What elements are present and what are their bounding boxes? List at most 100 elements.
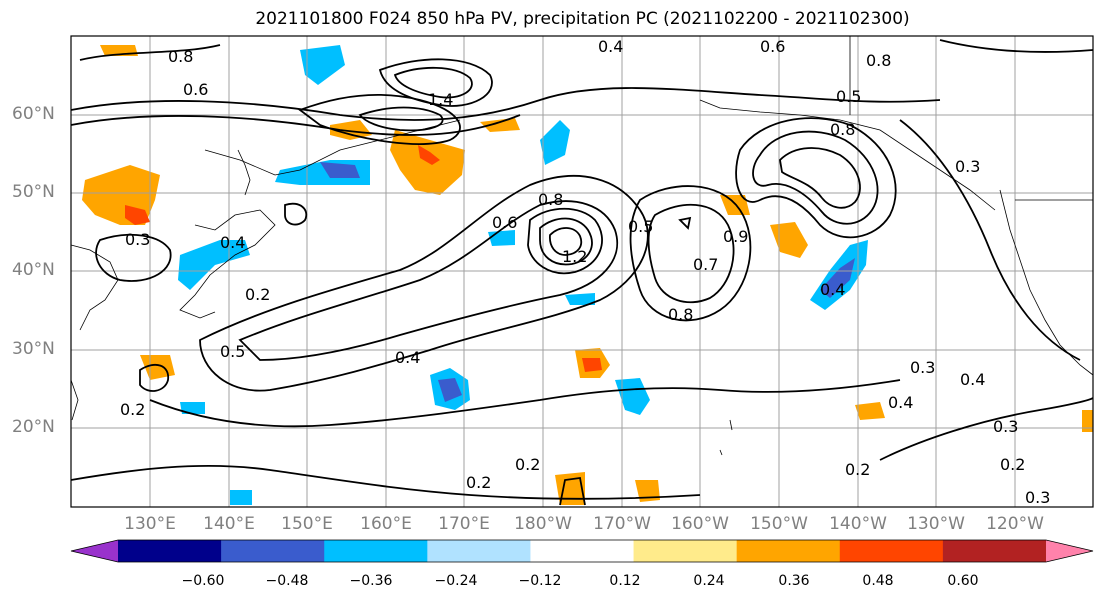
colorbar-bin [427,540,531,562]
lat-label: 30°N [12,339,55,359]
pv-contour [284,202,308,226]
pv-contour [199,175,649,392]
precip-pos-blob [480,118,520,132]
lon-label: 160°E [360,514,412,534]
lon-label: 170°W [593,514,651,534]
colorbar-tick-label: 0.12 [609,573,641,589]
colorbar-bin [942,540,1047,562]
precip-pos-blob [720,195,750,215]
pv-contour [139,363,169,392]
precip-neg-blob [540,120,570,165]
contour-label: 0.3 [1025,488,1050,507]
pv-contour [735,117,897,239]
contour-label: 0.8 [668,305,693,324]
precip-neg-blob [178,240,250,290]
pv-contour [393,66,473,99]
pv-contour [752,130,879,225]
colorbar-bin [839,540,944,562]
precip-pos-blob [330,120,372,140]
colorbar [70,539,1094,563]
pv-contour [79,44,221,61]
colorbar-bin [118,540,222,562]
map-frame [70,35,1094,508]
pv-contour [527,207,603,275]
pv-contour [939,39,1094,53]
colorbar-bin [736,540,841,562]
pv-contour [899,119,1081,361]
precip-neg-core [438,378,462,402]
precip-neg-blob [565,293,595,305]
precip-neg-blob [615,378,650,415]
colorbar-bin [633,540,738,562]
lat-label: 60°N [12,104,55,124]
colorbar-tick-label: −0.36 [349,573,393,589]
pv-contour [298,93,461,145]
lat-label: 40°N [12,260,55,280]
colorbar-extend-high [1046,540,1093,562]
colorbar-outline [70,539,1094,563]
pv-contour [779,147,861,209]
pv-contour [378,58,493,107]
precip-pos-core [582,358,602,372]
lon-label: 170°E [438,514,490,534]
pv-contour [879,397,1094,461]
contour-label: 0.6 [183,80,208,99]
contour-label: 0.2 [1000,455,1025,474]
contour-label: 0.2 [845,460,870,479]
pv-contour [149,379,901,428]
map-title: 2021101800 F024 850 hPa PV, precipitatio… [255,9,910,29]
precip-shading [82,45,1093,505]
colorbar-tick-label: −0.12 [518,573,562,589]
pv-contour [647,203,735,304]
pv-contour [95,233,172,282]
contour-label: 0.4 [960,370,985,389]
precip-neg-core [820,258,855,298]
precip-neg-blob [230,490,252,505]
pv-contour [549,227,583,256]
precip-neg-blob [180,402,205,414]
pv-contours [70,39,1094,506]
contour-label: 0.5 [836,87,861,106]
contour-label: 0.6 [492,213,517,232]
lon-label: 140°E [203,514,255,534]
lon-label: 120°W [986,514,1044,534]
contour-label: 0.2 [245,285,270,304]
pv-contour [358,106,444,132]
colorbar-tick-label: −0.48 [265,573,309,589]
graticule [71,36,1093,507]
contour-label: 0.2 [515,455,540,474]
contour-label: 0.8 [866,51,891,70]
lon-label: 160°W [671,514,729,534]
contour-label: 0.5 [220,342,245,361]
colorbar-tick-label: 0.36 [778,573,810,589]
contour-label: 0.2 [120,400,145,419]
precip-neg-blob [488,230,515,246]
contour-label: 0.9 [723,227,748,246]
contour-label: 0.7 [693,255,718,274]
precip-neg-core [320,162,360,178]
contour-label: 0.5 [628,217,653,236]
contour-label: 0.4 [220,233,245,252]
precip-pos-blob [140,355,175,380]
colorbar-bin [324,540,428,562]
precip-pos-blob [1082,410,1093,432]
contour-label: 0.3 [910,358,935,377]
contour-label: 0.4 [598,37,623,56]
lon-label: 140°W [829,514,887,534]
precip-pos-blob [855,402,885,420]
lat-label: 50°N [12,182,55,202]
colorbar-tick-label: −0.24 [434,573,478,589]
precip-pos-blob [770,222,808,258]
lon-label: 130°W [907,514,965,534]
lon-label: 130°E [124,514,176,534]
pv-contour [238,200,619,361]
lon-label: 180°W [514,514,572,534]
colorbar-tick-label: 0.60 [947,573,979,589]
colorbar-bin [221,540,325,562]
colorbar-tick-label: 0.24 [693,573,725,589]
precip-pos-blob [390,130,465,195]
pv-contour [70,464,701,500]
pv-contour [539,217,593,266]
contour-label: 0.4 [888,393,913,412]
